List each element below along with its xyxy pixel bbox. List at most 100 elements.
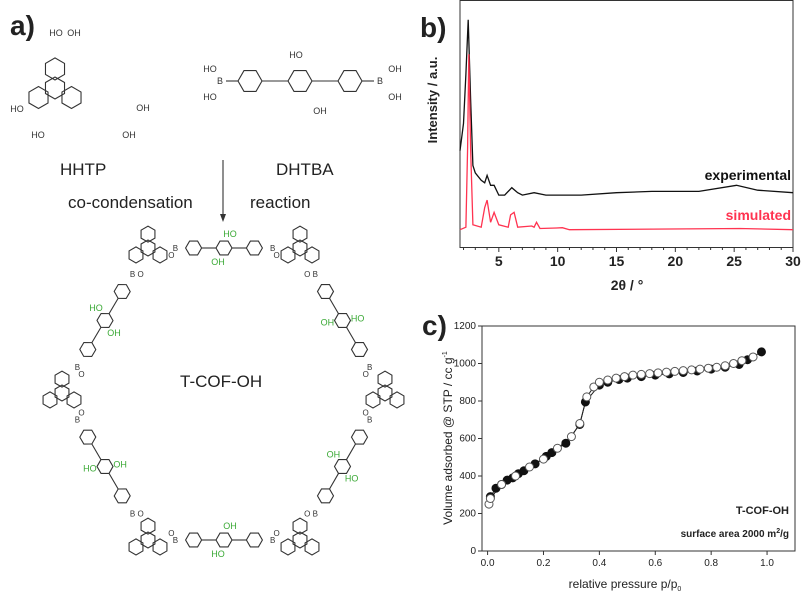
bond	[91, 327, 102, 343]
hydroxyl-label: HO	[10, 104, 24, 114]
desorption-point	[661, 367, 671, 377]
benzene-ring	[28, 85, 49, 110]
adsorption-point	[561, 438, 571, 448]
desorption-point	[729, 359, 739, 368]
desorption-point	[720, 361, 730, 371]
panel-a-label: a)	[10, 10, 35, 41]
benzene-ring	[61, 85, 82, 110]
oxygen-label: O	[78, 408, 84, 417]
desorption-point	[737, 356, 747, 366]
hydroxyl-label-green: HO	[89, 303, 103, 313]
oxygen-label: O	[274, 251, 280, 260]
boron-label: B	[367, 415, 372, 424]
y-tick-label: 200	[459, 509, 476, 520]
x-axis-label: 2θ / °	[611, 277, 644, 293]
desorption-point	[695, 364, 705, 374]
x-tick-label: 1.0	[760, 558, 774, 569]
benzene-ring	[280, 538, 296, 556]
desorption-point	[620, 372, 630, 382]
benzene-ring	[66, 391, 82, 409]
benzene-ring	[42, 391, 58, 409]
reaction-left-label: co-condensation	[68, 193, 193, 212]
desorption-point	[575, 419, 585, 428]
hydroxyl-label: HO	[31, 130, 45, 140]
boron-label: B	[367, 363, 372, 372]
annotation-unit: /g	[780, 529, 789, 540]
series-line-simulated	[459, 54, 794, 231]
series-line-experimental	[459, 19, 794, 196]
y-tick-label: 0	[470, 546, 476, 557]
x-tick-label: 5	[495, 253, 503, 269]
desorption-point	[611, 373, 621, 383]
desorption-point	[687, 365, 697, 375]
desorption-point	[566, 432, 576, 442]
desorption-point	[645, 369, 655, 379]
benzene-ring	[152, 538, 168, 556]
desorption-point	[497, 479, 507, 489]
oxygen-label: O	[304, 270, 310, 279]
triphenylene-core	[292, 239, 308, 257]
atom-label: B	[377, 76, 383, 86]
dhtba-label: DHTBA	[276, 160, 334, 179]
benzene-ring	[389, 391, 405, 409]
atom-label: HO	[203, 64, 217, 74]
hydroxyl-label-green: OH	[223, 521, 237, 531]
benzene-ring	[128, 246, 144, 264]
panel-c-label: c)	[422, 310, 447, 341]
annotation-text: surface area 2000 m	[681, 529, 777, 540]
boron-label: B	[173, 536, 178, 545]
benzene-ring	[292, 517, 308, 535]
boron-label: B	[313, 510, 318, 519]
triphenylene-core	[140, 531, 156, 549]
annotation-surface-area: surface area 2000 m2/g	[681, 528, 789, 540]
benzene-ring	[304, 246, 320, 264]
boron-label: B	[75, 363, 80, 372]
benzene-ring	[304, 538, 320, 556]
phenyl-ring	[113, 488, 131, 504]
oxygen-label: O	[363, 370, 369, 379]
bond	[346, 443, 356, 460]
desorption-point	[538, 454, 548, 464]
bond	[108, 473, 119, 490]
hydroxyl-label-green: HO	[223, 229, 237, 239]
atom-label: OH	[388, 92, 402, 102]
bond	[346, 327, 356, 343]
phenyl-ring	[245, 532, 264, 548]
x-tick-label: 0.2	[537, 558, 551, 569]
benzene-ring	[54, 370, 70, 388]
annotation-sample-name: T-COF-OH	[736, 505, 789, 517]
desorption-point	[525, 462, 535, 472]
desorption-point	[603, 375, 613, 385]
x-tick-label: 20	[668, 253, 684, 269]
hydroxyl-label-green: HO	[345, 474, 359, 484]
desorption-point	[653, 368, 663, 378]
x-tick-label: 0.6	[648, 558, 662, 569]
x-axis-label: relative pressure p/p0	[569, 577, 682, 593]
boron-label: B	[270, 244, 275, 253]
phenyl-ring	[316, 283, 335, 300]
bond	[108, 298, 119, 314]
hydroxyl-label-green: OH	[327, 449, 341, 459]
boron-label: B	[173, 244, 178, 253]
hydroxyl-label: OH	[122, 130, 136, 140]
triphenylene-core	[377, 384, 393, 402]
x-tick-label: 30	[785, 253, 801, 269]
oxygen-label: O	[274, 529, 280, 538]
boron-label: B	[75, 415, 80, 424]
reaction-right-label: reaction	[250, 193, 311, 212]
atom-label: OH	[388, 64, 402, 74]
desorption-point	[628, 370, 638, 380]
hydroxyl-label-green: HO	[351, 314, 365, 324]
desorption-point	[712, 362, 722, 372]
x-tick-label: 0.8	[704, 558, 718, 569]
desorption-point	[636, 369, 646, 379]
benzene-ring	[292, 225, 308, 243]
triphenylene-core	[140, 239, 156, 257]
hydroxyl-label: HO	[49, 28, 63, 38]
x-tick-label: 10	[550, 253, 566, 269]
oxygen-label: O	[363, 408, 369, 417]
phenyl-ring	[184, 240, 203, 256]
